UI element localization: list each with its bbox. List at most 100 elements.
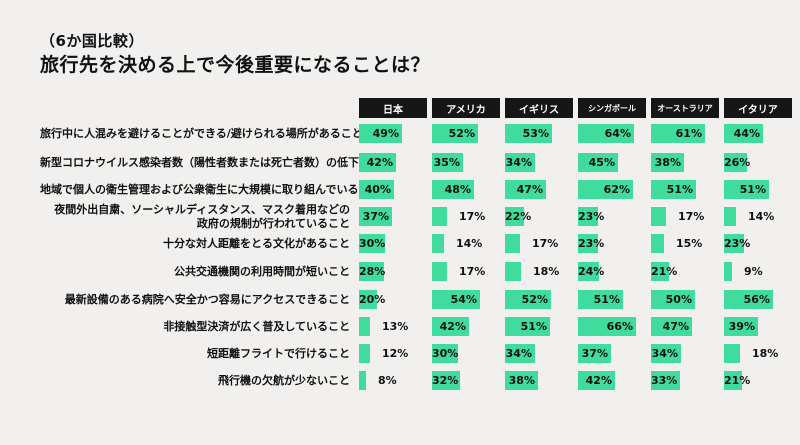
bar: [651, 317, 692, 336]
data-label: 23%: [578, 237, 605, 250]
data-label: 22%: [505, 210, 532, 223]
column-header-2: アメリカ: [432, 98, 500, 118]
data-label: 9%: [744, 265, 763, 278]
data-label: 62%: [603, 183, 630, 196]
bar: [724, 317, 758, 336]
data-label: 38%: [508, 374, 535, 387]
bar: [359, 317, 370, 336]
bar: [359, 180, 394, 199]
bar: [505, 207, 524, 226]
data-label: 53%: [522, 127, 549, 140]
bar: [432, 344, 458, 363]
row-label-line: 公共交通機関の利用時間が短いこと: [174, 264, 350, 278]
data-label: 51%: [666, 183, 693, 196]
row-label: 短距離フライトで行けること: [40, 347, 350, 361]
column-header-1: 日本: [359, 98, 427, 118]
data-label: 37%: [362, 210, 389, 223]
data-label: 51%: [739, 183, 766, 196]
data-label: 39%: [728, 320, 755, 333]
row-label: 旅行中に人混みを避けることができる/避けられる場所があること: [40, 127, 363, 141]
row-label: 新型コロナウイルス感染者数（陽性者数または死亡者数）の低下: [40, 155, 359, 170]
data-label: 21%: [724, 374, 751, 387]
bar: [432, 124, 478, 143]
row-label-line: 新型コロナウイルス感染者数（陽性者数または死亡者数）の低下: [40, 155, 359, 169]
bar: [432, 290, 480, 309]
data-label: 12%: [382, 347, 409, 360]
data-label: 66%: [606, 320, 633, 333]
bar: [505, 262, 521, 281]
data-label: 47%: [662, 320, 689, 333]
data-label: 23%: [578, 210, 605, 223]
data-label: 23%: [724, 237, 751, 250]
data-label: 49%: [372, 127, 399, 140]
bar: [359, 153, 396, 172]
row-label-line: 短距離フライトで行けること: [207, 346, 350, 360]
bar: [724, 207, 736, 226]
bar: [359, 207, 392, 226]
bar: [724, 124, 763, 143]
data-label: 48%: [444, 183, 471, 196]
data-label: 14%: [748, 210, 775, 223]
data-label: 17%: [532, 237, 559, 250]
data-label: 24%: [578, 265, 605, 278]
data-label: 51%: [520, 320, 547, 333]
bar: [432, 317, 469, 336]
data-label: 42%: [366, 156, 393, 169]
bar: [651, 180, 696, 199]
bar: [432, 153, 463, 172]
bar: [578, 153, 618, 172]
bar: [505, 124, 552, 143]
bar: [359, 290, 377, 309]
bar: [505, 317, 550, 336]
bar: [505, 234, 520, 253]
bar: [432, 234, 444, 253]
bar: [724, 153, 747, 172]
bar: [578, 371, 615, 390]
row-label: 最新設備のある病院へ安全かつ容易にアクセスできること: [40, 293, 350, 307]
data-label: 17%: [678, 210, 705, 223]
row-label: 夜間外出自粛、ソーシャルディスタンス、マスク着用などの 政府の規制が行われているこ…: [40, 203, 350, 231]
data-label: 61%: [675, 127, 702, 140]
bar: [578, 180, 633, 199]
data-label: 54%: [450, 293, 477, 306]
row-label: 公共交通機関の利用時間が短いこと: [40, 265, 350, 279]
row-label-line: 最新設備のある病院へ安全かつ容易にアクセスできること: [64, 292, 350, 306]
bar: [724, 371, 742, 390]
row-label: 地域で個人の衛生管理および公衆衛生に大規模に取り組んでいること: [40, 183, 380, 197]
bar: [505, 371, 538, 390]
row-label: 飛行機の欠航が少ないこと: [40, 374, 350, 388]
data-label: 38%: [654, 156, 681, 169]
data-label: 18%: [752, 347, 779, 360]
bar: [432, 371, 460, 390]
bar: [359, 234, 385, 253]
bar: [724, 234, 744, 253]
data-label: 30%: [359, 237, 386, 250]
bar: [651, 262, 669, 281]
data-label: 18%: [533, 265, 560, 278]
bar: [724, 290, 773, 309]
bar: [359, 262, 384, 281]
bar: [432, 207, 447, 226]
bar: [651, 344, 681, 363]
bar: [578, 317, 636, 336]
row-label-line: 飛行機の欠航が少ないこと: [218, 373, 350, 387]
chart-subtitle: （6か国比較）: [40, 32, 144, 50]
data-label: 33%: [651, 374, 678, 387]
bar: [432, 180, 474, 199]
row-label: 非接触型決済が広く普及していること: [40, 320, 350, 334]
data-label: 52%: [521, 293, 548, 306]
bar: [578, 234, 598, 253]
row-label: 十分な対人距離をとる文化があること: [40, 237, 350, 251]
bar: [578, 262, 599, 281]
chart-title: 旅行先を決める上で今後重要になることは？: [40, 54, 431, 76]
data-label: 47%: [516, 183, 543, 196]
data-label: 28%: [359, 265, 386, 278]
data-label: 51%: [593, 293, 620, 306]
data-label: 34%: [505, 347, 532, 360]
bar: [651, 207, 666, 226]
bar: [724, 344, 740, 363]
data-label: 44%: [733, 127, 760, 140]
bar: [578, 344, 611, 363]
bar: [651, 153, 684, 172]
data-label: 35%: [433, 156, 460, 169]
